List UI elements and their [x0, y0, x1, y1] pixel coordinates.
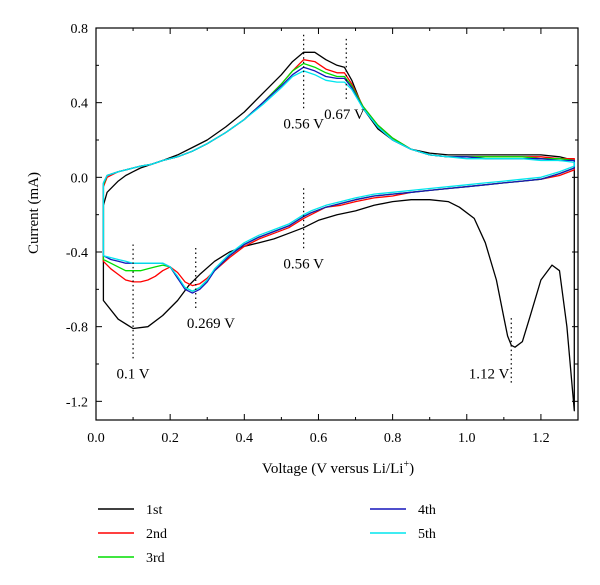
y-tick-label: -0.8	[66, 321, 88, 336]
annotation-label: 1.12 V	[469, 366, 510, 382]
series-line-3	[102, 62, 575, 292]
x-axis-label-main: Voltage (V versus Li/Li	[262, 461, 404, 477]
annotation-layer: 0.56 V0.67 V0.56 V0.269 V0.1 V 1.12 V	[117, 31, 512, 383]
legend-label-3: 3rd	[146, 551, 165, 566]
series-line-2	[102, 59, 575, 287]
annotation-label: 0.269 V	[187, 316, 235, 332]
y-tick-label: -1.2	[66, 395, 88, 410]
x-tick-label: 1.2	[532, 431, 550, 446]
y-tick-label: -0.4	[66, 246, 88, 261]
x-tick-label: 0.4	[236, 431, 254, 446]
y-axis-label: Current (mA)	[26, 172, 42, 254]
annotation-label: 0.56 V	[283, 116, 324, 132]
legend-label-1: 1st	[146, 503, 162, 518]
series-line-5	[102, 70, 575, 292]
annotation-label: 0.67 V	[324, 107, 365, 123]
y-tick-label: 0.4	[71, 97, 89, 112]
x-tick-label: 0.8	[384, 431, 402, 446]
x-tick-label: 0.0	[87, 431, 105, 446]
annotation-label: 0.1 V	[117, 366, 150, 382]
legend-label-2: 2nd	[146, 527, 167, 542]
x-axis-label-superscript: +	[403, 459, 409, 470]
x-tick-label: 1.0	[458, 431, 476, 446]
series-line-1	[102, 51, 575, 412]
annotation-label: 0.56 V	[283, 256, 324, 272]
x-tick-label: 0.6	[310, 431, 328, 446]
series-layer	[102, 51, 575, 412]
tick-layer: 0.0 0.2 0.4 0.6 0.8 1.0 1.2 0.8 0.4 0.0 -0.4 -0.8 -1…	[66, 22, 579, 446]
plot-frame	[95, 27, 579, 421]
y-tick-label: 0.8	[71, 22, 89, 37]
x-tick-label: 0.2	[161, 431, 179, 446]
legend: 1st 2nd 3rd 4th 5th	[98, 503, 436, 566]
legend-label-4: 4th	[418, 503, 436, 518]
y-tick-label: 0.0	[71, 171, 89, 186]
legend-label-5: 5th	[418, 527, 436, 542]
x-axis-label-close: )	[409, 461, 414, 477]
series-line-4	[102, 66, 575, 294]
x-axis-label: Voltage (V versus Li/Li+)	[262, 459, 414, 477]
